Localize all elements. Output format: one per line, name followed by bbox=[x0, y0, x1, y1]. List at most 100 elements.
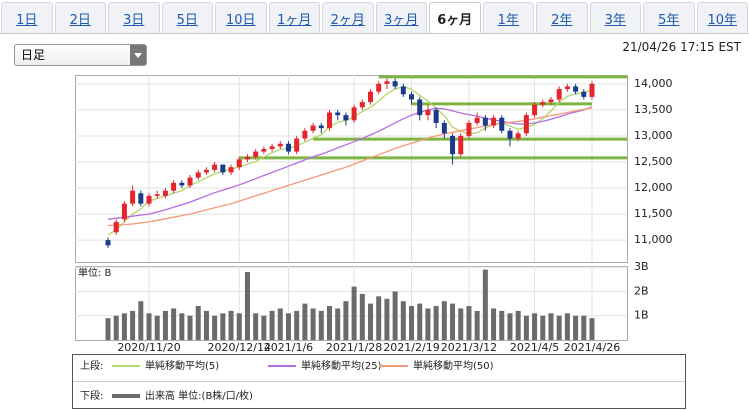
period-tab[interactable]: 10年 bbox=[696, 2, 748, 33]
candle-body bbox=[244, 156, 250, 160]
candle-body bbox=[187, 177, 193, 186]
candle-body bbox=[409, 94, 415, 100]
candle-body bbox=[548, 99, 554, 103]
y-tick-label: 12,000 bbox=[634, 181, 673, 194]
y-tick-label: 13,500 bbox=[634, 103, 673, 116]
volume-bar bbox=[515, 310, 521, 340]
candle-body bbox=[540, 102, 546, 105]
period-tab[interactable]: 3日 bbox=[108, 2, 160, 33]
volume-bar bbox=[171, 308, 177, 340]
period-tab[interactable]: 5日 bbox=[161, 2, 213, 33]
x-tick-label: 2021/4/26 bbox=[564, 341, 620, 354]
volume-bar bbox=[294, 310, 300, 340]
period-tab[interactable]: 3ヶ月 bbox=[375, 2, 427, 33]
volume-bar bbox=[228, 310, 234, 340]
candle-body bbox=[310, 125, 316, 131]
volume-bar bbox=[212, 315, 218, 340]
candle-body bbox=[441, 122, 447, 134]
volume-bar bbox=[195, 306, 201, 340]
volume-bar bbox=[343, 301, 349, 340]
volume-bar bbox=[540, 315, 546, 340]
volume-bar bbox=[162, 310, 168, 340]
period-tab[interactable]: 6ヶ月 bbox=[429, 2, 481, 33]
candle-body bbox=[573, 86, 579, 92]
volume-bar bbox=[130, 310, 136, 340]
volume-bar bbox=[302, 303, 308, 340]
volume-bar bbox=[573, 315, 579, 340]
volume-bar bbox=[335, 308, 341, 340]
volume-bar bbox=[441, 301, 447, 340]
volume-bar bbox=[368, 303, 374, 340]
volume-bar bbox=[277, 308, 283, 340]
volume-bar bbox=[458, 308, 464, 340]
volume-bar bbox=[450, 303, 456, 340]
volume-bar bbox=[253, 313, 259, 340]
moving-average-line bbox=[107, 107, 593, 227]
candle-body bbox=[581, 91, 587, 97]
candle-body bbox=[368, 91, 374, 103]
candle-body bbox=[589, 83, 595, 97]
candle-body bbox=[564, 86, 570, 90]
period-tab[interactable]: 1ヶ月 bbox=[268, 2, 320, 33]
period-tab[interactable]: 2日 bbox=[54, 2, 106, 33]
period-tab[interactable]: 10日 bbox=[215, 2, 267, 33]
period-tab[interactable]: 1日 bbox=[1, 2, 53, 33]
candle-body bbox=[318, 125, 324, 129]
volume-bar bbox=[589, 318, 595, 340]
period-tab[interactable]: 1年 bbox=[482, 2, 534, 33]
dropdown-label: 日足 bbox=[21, 48, 46, 62]
candle-body bbox=[253, 151, 259, 157]
candle-body bbox=[130, 190, 136, 204]
volume-bar bbox=[491, 308, 497, 340]
candle-body bbox=[285, 143, 291, 152]
dropdown-arrow[interactable] bbox=[130, 45, 146, 65]
candle-body bbox=[335, 112, 341, 116]
x-tick-label: 2020/12/14 bbox=[208, 341, 271, 354]
interval-dropdown[interactable]: 日足 bbox=[14, 44, 147, 66]
volume-bar bbox=[417, 303, 423, 340]
volume-bar bbox=[499, 310, 505, 340]
candle-body bbox=[146, 195, 152, 204]
period-tab[interactable]: 5年 bbox=[643, 2, 695, 33]
moving-average-line bbox=[107, 106, 593, 220]
volume-bar bbox=[548, 313, 554, 340]
candle-body bbox=[417, 99, 423, 116]
period-tab[interactable]: 2年 bbox=[536, 2, 588, 33]
candle-body bbox=[482, 117, 488, 126]
candle-body bbox=[556, 89, 562, 100]
legend-label: 出来高 単位:(B株/口/枚) bbox=[145, 389, 253, 402]
moving-average-line bbox=[107, 85, 593, 236]
candle-body bbox=[179, 182, 185, 186]
period-tab[interactable]: 3年 bbox=[589, 2, 641, 33]
volume-bar bbox=[400, 301, 406, 340]
volume-bar bbox=[203, 310, 209, 340]
x-tick-label: 2021/3/12 bbox=[441, 341, 497, 354]
volume-bar bbox=[285, 313, 291, 340]
y-tick-label: 12,500 bbox=[634, 155, 673, 168]
period-tab[interactable]: 2ヶ月 bbox=[322, 2, 374, 33]
candle-body bbox=[195, 172, 201, 178]
volume-bar bbox=[359, 293, 365, 340]
y-tick-label: 13,000 bbox=[634, 129, 673, 142]
candle-body bbox=[491, 117, 497, 126]
candle-body bbox=[400, 86, 406, 95]
volume-bar bbox=[474, 310, 480, 340]
volume-bar bbox=[376, 296, 382, 340]
candle-body bbox=[523, 115, 529, 134]
candle-body bbox=[474, 117, 480, 123]
volume-bar bbox=[507, 313, 513, 340]
candle-body bbox=[376, 83, 382, 92]
candle-body bbox=[384, 81, 390, 84]
volume-bar bbox=[121, 313, 127, 340]
volume-bar bbox=[581, 315, 587, 340]
volume-bar bbox=[187, 315, 193, 340]
candle-body bbox=[113, 221, 119, 233]
legend-lower: 下段: bbox=[80, 389, 103, 402]
volume-bar bbox=[392, 291, 398, 340]
candle-body bbox=[105, 240, 111, 246]
volume-bar bbox=[261, 315, 267, 340]
volume-bar bbox=[433, 306, 439, 340]
volume-bar bbox=[482, 269, 488, 340]
